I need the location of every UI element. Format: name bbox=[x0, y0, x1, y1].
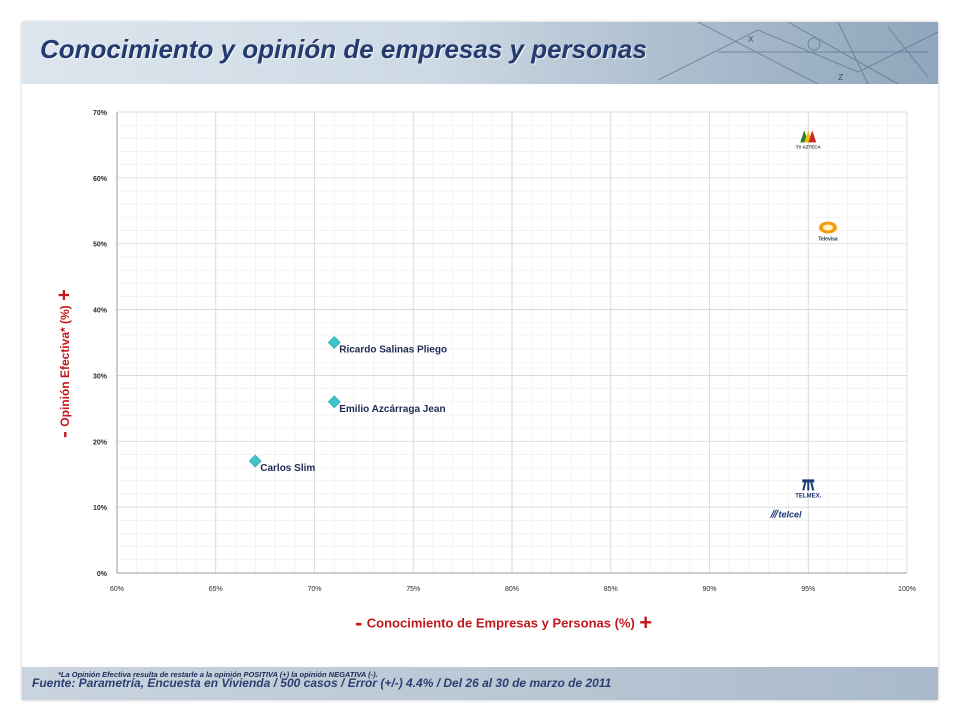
x-axis-plus-sign: + bbox=[639, 610, 653, 635]
point-label: Emilio Azcárraga Jean bbox=[339, 404, 445, 415]
x-axis-label: - Conocimiento de Empresas y Personas (%… bbox=[355, 610, 652, 636]
y-tick-label: 10% bbox=[93, 505, 108, 512]
footer-bar: Fuente: Parametría, Encuesta en Vivienda… bbox=[22, 667, 938, 700]
telmex-logo-icon bbox=[802, 482, 815, 491]
data-point: Emilio Azcárraga Jean bbox=[327, 395, 446, 415]
y-tick-label: 20% bbox=[93, 439, 108, 446]
header-decoration: x z bbox=[657, 22, 938, 84]
y-tick-label: 0% bbox=[97, 571, 108, 578]
point-label: Ricardo Salinas Pliego bbox=[339, 345, 447, 356]
data-point: Ricardo Salinas Pliego bbox=[327, 336, 447, 356]
x-tick-label: 85% bbox=[604, 586, 618, 593]
x-tick-label: 80% bbox=[505, 586, 519, 593]
data-point: telcel bbox=[770, 509, 803, 520]
y-tick-label: 40% bbox=[93, 308, 108, 315]
telmex-logo-icon bbox=[802, 479, 815, 483]
x-tick-label: 75% bbox=[406, 586, 420, 593]
telcel-logo-text: telcel bbox=[779, 510, 803, 520]
x-tick-label: 100% bbox=[898, 586, 916, 593]
point-label: Carlos Slim bbox=[260, 463, 315, 474]
data-point: Televisa bbox=[818, 221, 838, 243]
y-tick-label: 70% bbox=[93, 110, 108, 117]
x-tick-label: 65% bbox=[209, 586, 223, 593]
data-points: Ricardo Salinas Pliego Emilio Azcárraga J… bbox=[248, 130, 838, 520]
data-point: Carlos Slim bbox=[248, 454, 315, 474]
data-point: TV AZTECA bbox=[796, 130, 822, 149]
x-tick-label: 70% bbox=[307, 586, 321, 593]
diamond-marker bbox=[327, 395, 341, 409]
tick-labels: 60% 65% 70% 75% 80% 85% 90% 95% 100% 0% 10% 20% 30% 4… bbox=[93, 110, 916, 593]
televisa-logo-text: Televisa bbox=[818, 237, 838, 243]
svg-text:z: z bbox=[838, 71, 844, 83]
tvazteca-logo-text: TV AZTECA bbox=[796, 144, 822, 149]
y-axis-label: - Opinión Efectiva* (%) + bbox=[54, 259, 77, 469]
diamond-marker bbox=[327, 336, 341, 349]
y-axis-minus-sign: - bbox=[53, 431, 76, 438]
diamond-marker bbox=[248, 454, 262, 468]
telcel-logo-icon bbox=[770, 509, 779, 518]
x-tick-label: 90% bbox=[702, 586, 716, 593]
data-point: TELMEX. bbox=[795, 479, 822, 499]
telmex-logo-text: TELMEX. bbox=[795, 493, 821, 499]
svg-text:x: x bbox=[748, 33, 754, 45]
x-tick-label: 60% bbox=[110, 586, 124, 593]
source-text: Fuente: Parametría, Encuesta en Vivienda… bbox=[32, 676, 612, 690]
x-axis-title: Conocimiento de Empresas y Personas (%) bbox=[366, 615, 635, 631]
y-tick-label: 60% bbox=[93, 176, 108, 183]
chart-axes bbox=[116, 112, 907, 574]
y-axis-plus-sign: + bbox=[53, 289, 76, 301]
y-axis-title: Opinión Efectiva* (%) bbox=[58, 305, 72, 427]
footnote: *La Opinión Efectiva resulta de restarle… bbox=[58, 670, 378, 679]
x-tick-label: 95% bbox=[801, 586, 815, 593]
page-title: Conocimiento y opinión de empresas y per… bbox=[40, 34, 647, 64]
tvazteca-logo-icon bbox=[808, 130, 817, 143]
x-axis-minus-sign: - bbox=[355, 610, 363, 635]
televisa-logo-icon bbox=[823, 224, 833, 231]
y-tick-label: 30% bbox=[93, 373, 108, 380]
slide: x z Conocimiento y opinión de empresas y… bbox=[22, 22, 938, 700]
header-banner: x z Conocimiento y opinión de empresas y… bbox=[22, 22, 938, 84]
y-tick-label: 50% bbox=[93, 242, 108, 249]
